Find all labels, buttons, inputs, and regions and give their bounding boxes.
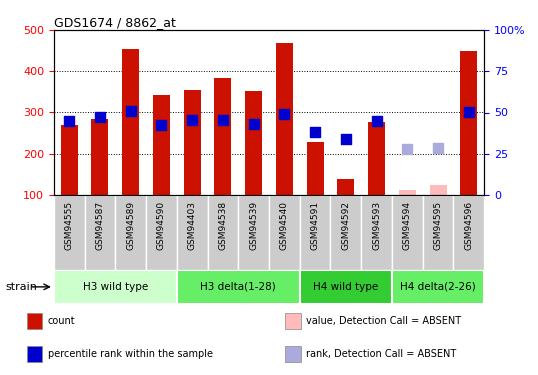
- Bar: [26, 346, 43, 363]
- Text: GSM94540: GSM94540: [280, 201, 289, 250]
- Point: [464, 110, 473, 116]
- Text: rank, Detection Call = ABSENT: rank, Detection Call = ABSENT: [306, 350, 456, 359]
- Bar: [392, 195, 423, 270]
- Text: GSM94595: GSM94595: [434, 201, 443, 250]
- Text: GSM94592: GSM94592: [341, 201, 350, 250]
- Bar: [26, 312, 43, 329]
- Bar: [307, 142, 323, 195]
- Text: H4 delta(2-26): H4 delta(2-26): [400, 282, 476, 292]
- Bar: [300, 195, 330, 270]
- Text: GSM94596: GSM94596: [464, 201, 473, 250]
- Point: [249, 122, 258, 128]
- Bar: [91, 118, 108, 195]
- Point: [311, 129, 320, 135]
- Bar: [399, 190, 416, 195]
- Point: [157, 122, 166, 128]
- Text: GSM94594: GSM94594: [403, 201, 412, 250]
- Bar: [337, 178, 355, 195]
- Text: GSM94555: GSM94555: [65, 201, 74, 250]
- Point: [342, 136, 350, 142]
- Bar: [177, 195, 208, 270]
- Text: GSM94587: GSM94587: [95, 201, 104, 250]
- Bar: [245, 91, 262, 195]
- Text: H4 wild type: H4 wild type: [313, 282, 378, 292]
- Bar: [300, 270, 392, 304]
- Bar: [54, 195, 84, 270]
- Bar: [61, 125, 77, 195]
- Bar: [392, 270, 484, 304]
- Bar: [146, 195, 177, 270]
- Text: GSM94589: GSM94589: [126, 201, 135, 250]
- Bar: [153, 95, 170, 195]
- Bar: [461, 51, 477, 195]
- Point: [403, 146, 412, 152]
- Text: value, Detection Call = ABSENT: value, Detection Call = ABSENT: [306, 316, 461, 326]
- Text: GSM94591: GSM94591: [310, 201, 320, 250]
- Point: [280, 111, 289, 117]
- Text: H3 delta(1-28): H3 delta(1-28): [200, 282, 276, 292]
- Text: H3 wild type: H3 wild type: [83, 282, 148, 292]
- Bar: [238, 195, 269, 270]
- Bar: [276, 43, 293, 195]
- Bar: [269, 195, 300, 270]
- Text: GSM94538: GSM94538: [218, 201, 228, 250]
- Bar: [208, 195, 238, 270]
- Bar: [285, 346, 301, 363]
- Text: GDS1674 / 8862_at: GDS1674 / 8862_at: [54, 16, 176, 29]
- Bar: [84, 195, 115, 270]
- Bar: [361, 195, 392, 270]
- Point: [96, 114, 104, 120]
- Text: GSM94590: GSM94590: [157, 201, 166, 250]
- Bar: [285, 312, 301, 329]
- Point: [434, 146, 442, 152]
- Point: [65, 118, 74, 124]
- Text: count: count: [48, 316, 75, 326]
- Bar: [330, 195, 361, 270]
- Point: [218, 117, 227, 123]
- Text: strain: strain: [5, 282, 37, 292]
- Point: [126, 108, 135, 114]
- Text: GSM94593: GSM94593: [372, 201, 381, 250]
- Bar: [177, 270, 300, 304]
- Bar: [115, 195, 146, 270]
- Bar: [122, 49, 139, 195]
- Bar: [423, 195, 454, 270]
- Bar: [368, 122, 385, 195]
- Text: GSM94403: GSM94403: [188, 201, 197, 250]
- Bar: [454, 195, 484, 270]
- Bar: [430, 185, 447, 195]
- Bar: [215, 78, 231, 195]
- Text: GSM94539: GSM94539: [249, 201, 258, 250]
- Text: percentile rank within the sample: percentile rank within the sample: [48, 350, 213, 359]
- Bar: [183, 90, 201, 195]
- Point: [372, 118, 381, 124]
- Point: [188, 117, 196, 123]
- Bar: [54, 270, 177, 304]
